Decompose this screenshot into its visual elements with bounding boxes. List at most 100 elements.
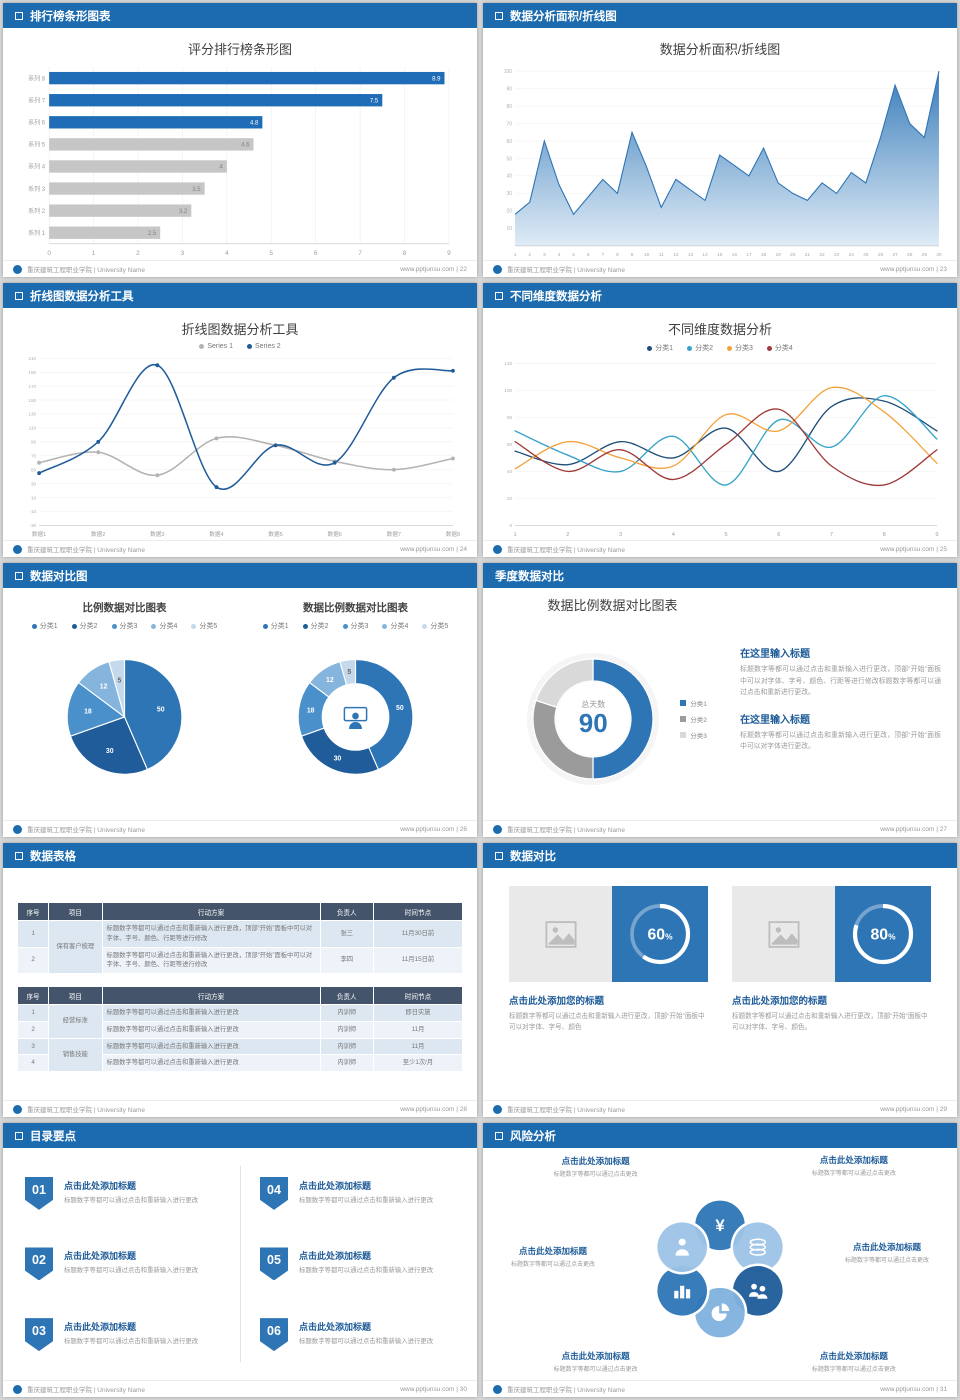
svg-text:系列 7: 系列 7 <box>28 96 46 104</box>
svg-text:13: 13 <box>688 252 694 258</box>
svg-text:20: 20 <box>790 252 796 258</box>
legend-swatch <box>680 699 687 706</box>
svg-text:9: 9 <box>935 532 938 538</box>
risk-label-title: 点击此处添加标题 <box>518 1246 587 1257</box>
square-bullet-icon <box>495 851 503 860</box>
square-bullet-icon <box>15 571 23 580</box>
slide-dimension-analysis[interactable]: 不同维度数据分析 不同维度数据分析 分类1 分类2 分类3 分类4 0 20 40 60 80… <box>483 283 957 557</box>
legend-item: 分类1 <box>31 621 58 631</box>
slide-catalog-points[interactable]: 目录要点 01 点击此处添加标题 标题数字等都可以通过点击和重新输入进行更改 02 点击… <box>3 1123 477 1397</box>
svg-text:0: 0 <box>47 250 51 257</box>
section-body: 标题数字等都可以通过点击和重新输入进行更改，顶部“开始”面板中可以对字体进行更改… <box>740 731 941 751</box>
text-section: 在这里输入标题 标题数字等都可以通过点击和重新输入进行更改，顶部“开始”面板中可以… <box>740 645 941 699</box>
progress-ring: 60% <box>629 903 691 965</box>
svg-text:60: 60 <box>507 139 513 145</box>
school-logo-icon <box>13 1104 22 1114</box>
slide-footer: 重庆建筑工程职业学院 | University Name www.pptjuns… <box>3 1380 477 1397</box>
svg-text:4: 4 <box>558 252 561 258</box>
multi-line-chart: 0 20 40 60 80 100 120 1 2 3 4 5 6 7 8 9 <box>504 361 938 538</box>
square-bullet-icon <box>15 11 23 20</box>
legend-item: 分类2 <box>680 714 707 724</box>
toc-item: 02 点击此处添加标题 标题数字等都可以通过点击和重新输入进行更改 <box>25 1247 220 1281</box>
card-description: 标题数字等都可以通过点击和重新输入进行更改，顶部“开始”面板中可以对字体、字号、… <box>732 1013 928 1031</box>
page-number: 25 <box>939 545 947 553</box>
page-number: 28 <box>459 1105 467 1113</box>
legend-swatch <box>382 623 388 629</box>
risk-label: 点击此处添加标题 标题数字等都可以通过点击更改 <box>784 1350 924 1373</box>
chart-legend: 分类1 分类2 分类3 分类4 分类5 <box>262 619 448 633</box>
svg-text:24: 24 <box>849 252 855 258</box>
number-badge: 02 <box>25 1247 53 1281</box>
svg-text:8: 8 <box>883 532 886 538</box>
slide-header-title: 折线图数据分析工具 <box>30 290 134 303</box>
svg-text:190: 190 <box>28 370 36 375</box>
slide-footer: 重庆建筑工程职业学院 | University Name www.pptjuns… <box>483 540 957 557</box>
svg-text:数据3: 数据3 <box>150 530 164 538</box>
risk-label-title: 点击此处添加标题 <box>852 1241 921 1252</box>
svg-text:数据8: 数据8 <box>446 530 460 538</box>
slide-quarter-comparison[interactable]: 季度数据对比 数据比例数据对比图表 总天数 90 分类1 分类2 分类3 在这里输入… <box>483 563 957 837</box>
slide-content: 序号 项目 行动方案 负责人 时间节点 1 保有客户梳理 标题数字等都可以通过点击和重新输入进… <box>3 868 477 1100</box>
slide-progress-comparison[interactable]: 数据对比 60% 点击此处添加您的标题 标题 <box>483 843 957 1117</box>
svg-text:12: 12 <box>673 252 679 258</box>
svg-text:数据4: 数据4 <box>209 530 224 538</box>
legend-item: Series 1 <box>199 343 233 350</box>
school-logo-icon <box>13 824 22 834</box>
legend-item: 分类3 <box>680 730 707 740</box>
slide-title-bar: 数据对比图 <box>3 563 477 588</box>
svg-text:23: 23 <box>834 252 840 258</box>
footer-school: 重庆建筑工程职业学院 | University Name <box>27 267 145 274</box>
slide-line-chart-tool[interactable]: 折线图数据分析工具 折线图数据分析工具 Series 1 Series 2 -30… <box>3 283 477 557</box>
svg-text:30: 30 <box>936 252 942 258</box>
slide-pie-comparison[interactable]: 数据对比图 比例数据对比图表 分类1 分类2 分类3 分类4 分类5 50 30 18 12 5… <box>3 563 477 837</box>
svg-text:1: 1 <box>514 532 517 538</box>
svg-text:7: 7 <box>358 250 362 257</box>
section-title: 在这里输入标题 <box>740 714 811 726</box>
footer-school: 重庆建筑工程职业学院 | University Name <box>27 1387 145 1394</box>
slide-data-table[interactable]: 数据表格 序号 项目 行动方案 负责人 时间节点 1 保有客户梳理 标题数字等都可以通过点击和… <box>3 843 477 1117</box>
svg-text:2: 2 <box>136 250 140 257</box>
slide-title-bar: 折线图数据分析工具 <box>3 283 477 308</box>
svg-text:9: 9 <box>447 250 451 257</box>
svg-text:4.6: 4.6 <box>241 143 250 149</box>
svg-text:120: 120 <box>504 361 512 366</box>
toc-item: 06 点击此处添加标题 标题数字等都可以通过点击和重新输入进行更改 <box>260 1318 455 1352</box>
svg-text:-10: -10 <box>29 509 36 514</box>
slide-content: 不同维度数据分析 分类1 分类2 分类3 分类4 0 20 40 60 80 100 120 1 2 3… <box>483 308 957 540</box>
svg-text:90: 90 <box>507 86 513 92</box>
slide-ranking-bar-chart[interactable]: 排行榜条形图表 评分排行榜条形图 0 1 2 3 4 5 6 7 8 9 系列 8 8.9 系列 7 7.… <box>3 3 477 277</box>
legend-item: 分类4 <box>382 621 408 631</box>
chart-title: 数据比例数据对比图表 <box>547 598 678 613</box>
slide-footer: 重庆建筑工程职业学院 | University Name www.pptjuns… <box>3 1100 477 1117</box>
slide-risk-analysis[interactable]: 风险分析 ¥ 点击此处添加标题 标题数字等都可以通过点击更改 点击此处添加标题 标题数… <box>483 1123 957 1397</box>
svg-text:22: 22 <box>819 252 825 258</box>
svg-text:6: 6 <box>587 252 590 258</box>
svg-text:1: 1 <box>514 252 517 258</box>
page-number: 26 <box>459 825 467 833</box>
number-badge: 05 <box>260 1247 288 1281</box>
progress-card: 80% 点击此处添加您的标题 标题数字等都可以通过点击和重新输入进行更改，顶部“… <box>732 886 931 1100</box>
footer-site: www.pptjunsu.com | 31 <box>880 1385 947 1393</box>
risk-label-title: 点击此处添加标题 <box>561 1351 630 1362</box>
svg-text:-30: -30 <box>29 523 36 528</box>
legend-swatch <box>111 623 117 629</box>
svg-text:70: 70 <box>31 453 37 458</box>
svg-text:27: 27 <box>892 252 898 258</box>
school-logo-icon <box>13 544 22 554</box>
svg-text:系列 6: 系列 6 <box>28 119 46 127</box>
page-number: 30 <box>459 1385 467 1393</box>
svg-text:4.8: 4.8 <box>250 121 259 127</box>
person-icon <box>675 1238 689 1256</box>
risk-label-desc: 标题数字等都可以通过点击更改 <box>811 1170 896 1177</box>
svg-text:18: 18 <box>307 707 315 714</box>
footer-school: 重庆建筑工程职业学院 | University Name <box>507 1387 625 1394</box>
svg-text:系列 5: 系列 5 <box>28 141 46 149</box>
svg-text:4: 4 <box>672 532 676 538</box>
pie-chart-block: 比例数据对比图表 分类1 分类2 分类3 分类4 分类5 50 30 18 12 5 <box>13 592 236 820</box>
toc-item-desc: 标题数字等都可以通过点击和重新输入进行更改 <box>299 1196 434 1204</box>
slide-area-chart[interactable]: 数据分析面积/折线图 数据分析面积/折线图 10 20 30 40 50 60 70 80 90… <box>483 3 957 277</box>
slide-header-title: 数据对比图 <box>30 570 88 583</box>
slide-header-title: 数据对比 <box>510 850 556 863</box>
line-chart: -30 -10 10 30 50 70 90 110 130 150 170 190 210 数据1 数据2… <box>28 356 460 538</box>
